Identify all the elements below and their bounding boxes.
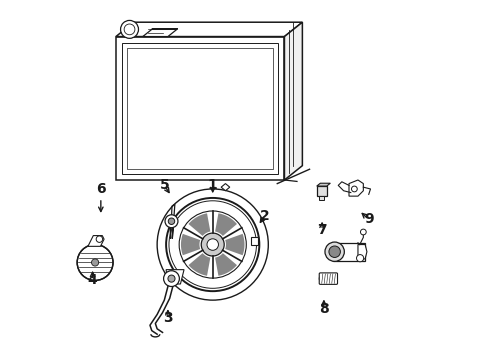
Circle shape: [329, 246, 341, 257]
Text: 9: 9: [364, 212, 373, 226]
Circle shape: [323, 274, 333, 283]
Polygon shape: [189, 213, 210, 236]
Polygon shape: [225, 234, 245, 255]
Circle shape: [207, 239, 219, 250]
Circle shape: [77, 244, 113, 280]
Polygon shape: [317, 183, 330, 186]
Polygon shape: [181, 234, 200, 255]
Polygon shape: [317, 186, 327, 196]
Polygon shape: [285, 22, 302, 180]
Circle shape: [168, 275, 175, 282]
Polygon shape: [215, 253, 237, 276]
Circle shape: [361, 229, 366, 235]
Circle shape: [121, 21, 139, 39]
Polygon shape: [215, 213, 237, 236]
Polygon shape: [251, 237, 258, 245]
Polygon shape: [319, 196, 324, 200]
Circle shape: [164, 271, 179, 287]
Text: 6: 6: [96, 182, 106, 196]
Polygon shape: [221, 184, 230, 191]
FancyBboxPatch shape: [319, 273, 338, 284]
Polygon shape: [349, 180, 364, 196]
Polygon shape: [152, 29, 178, 30]
Circle shape: [357, 255, 364, 262]
Circle shape: [92, 259, 98, 266]
Circle shape: [325, 242, 344, 261]
Text: 1: 1: [208, 178, 218, 192]
Text: 7: 7: [318, 223, 327, 237]
Polygon shape: [189, 253, 210, 276]
Polygon shape: [358, 244, 367, 259]
Text: 3: 3: [163, 311, 172, 325]
Circle shape: [165, 215, 178, 228]
Circle shape: [96, 236, 102, 242]
Text: 5: 5: [159, 178, 169, 192]
Polygon shape: [116, 22, 302, 37]
Circle shape: [201, 233, 224, 256]
Polygon shape: [88, 235, 104, 246]
Circle shape: [168, 218, 175, 225]
Polygon shape: [333, 243, 365, 261]
Circle shape: [319, 274, 329, 283]
Text: 2: 2: [260, 209, 270, 223]
Text: 4: 4: [88, 273, 98, 287]
Polygon shape: [143, 30, 177, 37]
Polygon shape: [166, 270, 184, 284]
Circle shape: [328, 274, 337, 283]
Text: 8: 8: [319, 302, 329, 316]
